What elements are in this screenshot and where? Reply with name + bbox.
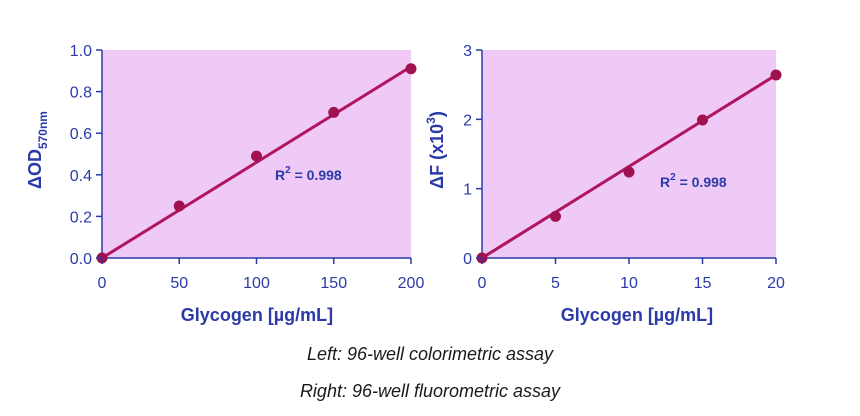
fluorometric-x-ticks: 0 5 10 15 20 [478, 258, 785, 292]
colorimetric-data-point [251, 150, 262, 162]
colorimetric-x-axis-title: Glycogen [µg/mL] [181, 305, 333, 325]
fluorometric-x-tick-label: 0 [478, 275, 487, 292]
fluorometric-x-tick-label: 20 [767, 275, 785, 292]
fluorometric-fit-line-group [481, 73, 777, 260]
colorimetric-y-axis-title: ΔOD570nm [25, 111, 50, 189]
fluorometric-y-tick-label: 1 [463, 182, 472, 199]
fluorometric-x-axis-title: Glycogen [µg/mL] [561, 305, 713, 325]
fluorometric-data-point [550, 210, 561, 222]
caption-right: Right: 96-well fluorometric assay [299, 381, 561, 401]
fluorometric-data-point [697, 114, 708, 126]
fluorometric-points [476, 69, 782, 264]
fluorometric-fit-line [481, 73, 777, 260]
fluorometric-data-point [623, 166, 635, 178]
colorimetric-y-tick-label: 1.0 [70, 43, 92, 60]
colorimetric-data-point [173, 200, 185, 212]
colorimetric-x-tick-label: 50 [170, 275, 188, 292]
colorimetric-y-ticks: 0.0 0.2 0.4 0.6 0.8 1.0 [70, 43, 102, 268]
colorimetric-fit-line-group [101, 65, 412, 260]
caption-left: Left: 96-well colorimetric assay [306, 344, 554, 364]
colorimetric-x-tick-label: 200 [398, 275, 425, 292]
colorimetric-x-ticks: 0 50 100 150 200 [98, 258, 425, 292]
colorimetric-data-point [328, 106, 340, 118]
fluorometric-x-tick-label: 15 [694, 275, 712, 292]
fluorometric-y-tick-label: 0 [463, 251, 472, 268]
colorimetric-fit-line [101, 65, 412, 260]
colorimetric-x-tick-label: 0 [98, 275, 107, 292]
colorimetric-x-tick-label: 100 [243, 275, 270, 292]
fluorometric-y-tick-label: 2 [463, 112, 472, 129]
fluorometric-chart: 0 5 10 15 20 0 1 2 3 R2 = 0.998 Glycogen [µg/mL… [424, 43, 785, 325]
colorimetric-r2-label: R2 = 0.998 [275, 165, 342, 183]
colorimetric-chart: 0 50 100 150 200 0.0 0.2 0.4 0.6 0.8 1.0 R2 = 0.9… [25, 43, 424, 325]
colorimetric-points [96, 63, 417, 264]
fluorometric-data-point [770, 69, 782, 81]
fluorometric-y-tick-label: 3 [463, 43, 472, 60]
colorimetric-data-point [405, 63, 417, 75]
fluorometric-y-axis-title: ΔF (x103) [424, 111, 447, 189]
colorimetric-y-tick-label: 0.8 [70, 85, 92, 102]
fluorometric-y-ticks: 0 1 2 3 [463, 43, 482, 268]
fluorometric-plot-area [482, 50, 776, 258]
colorimetric-y-tick-label: 0.4 [70, 168, 92, 185]
fluorometric-r2-label: R2 = 0.998 [660, 172, 727, 190]
colorimetric-x-tick-label: 150 [320, 275, 347, 292]
fluorometric-x-tick-label: 10 [620, 275, 638, 292]
fluorometric-x-tick-label: 5 [551, 275, 560, 292]
colorimetric-y-tick-label: 0.2 [70, 209, 92, 226]
colorimetric-y-tick-label: 0.0 [70, 251, 92, 268]
colorimetric-y-tick-label: 0.6 [70, 126, 92, 143]
